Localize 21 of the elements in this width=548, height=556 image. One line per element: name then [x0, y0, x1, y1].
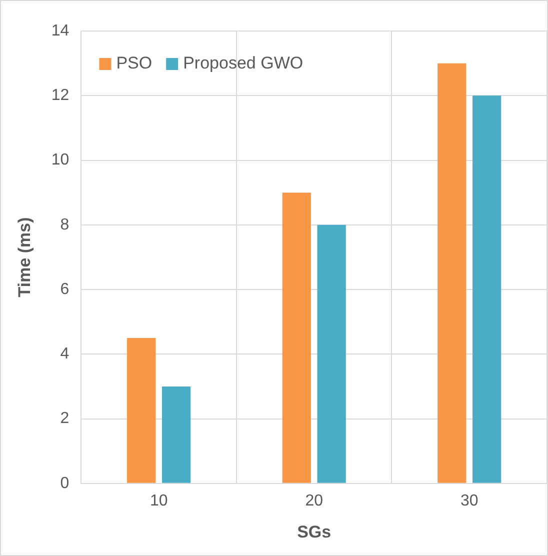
x-tick-label: 30: [460, 492, 478, 510]
bar: [317, 224, 346, 483]
bar: [162, 386, 191, 483]
bar: [438, 63, 466, 483]
y-tick-label: 2: [60, 410, 70, 428]
x-axis-title: SGs: [297, 522, 332, 542]
bar: [282, 192, 311, 483]
y-tick-label: 14: [51, 22, 70, 40]
x-tick-label: 20: [305, 492, 324, 510]
bar: [472, 96, 502, 483]
y-tick-label: 10: [51, 152, 70, 169]
y-tick-label: 0: [60, 474, 70, 492]
y-tick-label: 12: [51, 87, 70, 104]
y-tick-label: 4: [60, 346, 70, 363]
y-tick-label: 8: [60, 216, 70, 234]
legend-label: PSO: [116, 54, 152, 73]
bar: [127, 338, 156, 483]
y-axis-title: Time (ms): [14, 217, 34, 298]
y-tick-label: 6: [60, 280, 70, 298]
legend-label: Proposed GWO: [183, 54, 304, 73]
x-tick-label: 10: [150, 492, 168, 510]
